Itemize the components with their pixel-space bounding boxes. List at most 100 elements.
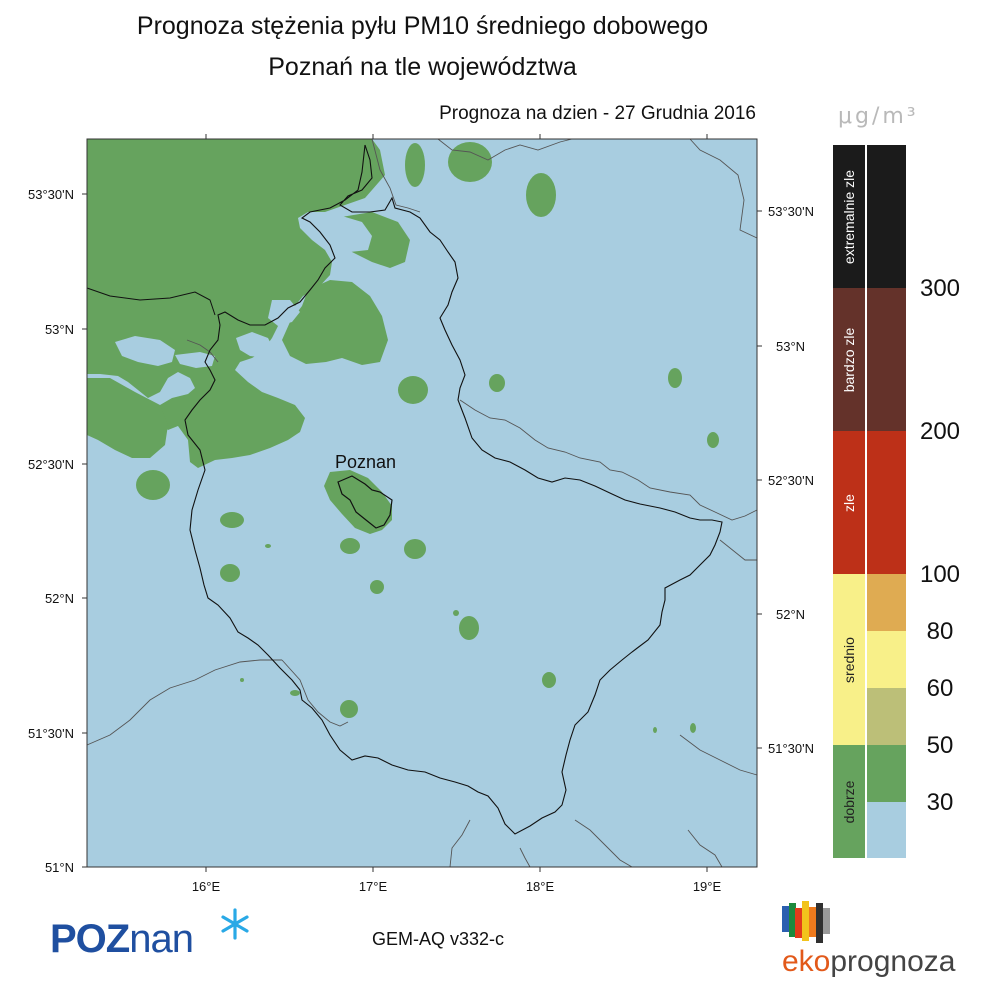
good-area-blob-377-587: [370, 580, 384, 594]
legend-scale-bar: [867, 145, 906, 858]
lon-label-1: 16°E: [192, 879, 221, 894]
good-area-blob-230-573: [220, 564, 240, 582]
legend-level-30: 30: [926, 789, 954, 816]
legend-label-very-bad: bardzo zle: [841, 327, 857, 392]
lat-label-left-1: 53°30'N: [28, 187, 74, 202]
good-area-blob-549-680: [542, 672, 556, 688]
lat-label-right-4: 52°N: [776, 607, 805, 622]
boundary-east-3: [687, 829, 723, 868]
good-area-west-coast: [87, 342, 110, 366]
good-area-blob-497-383: [489, 374, 505, 392]
legend-level-200: 200: [919, 418, 961, 445]
legend-label-good: dobrze: [841, 780, 857, 823]
legend-cat-very-bad: [833, 288, 865, 431]
map-ticks: [82, 134, 762, 872]
model-version: GEM-AQ v332-c: [372, 929, 505, 949]
good-area-blob-268-546: [265, 544, 271, 548]
lon-label-3: 18°E: [526, 879, 555, 894]
legend-scale-80-100: [867, 574, 906, 631]
lat-label-right-3: 52°30'N: [768, 473, 814, 488]
map-frame: [86, 138, 758, 868]
good-area-blob-232-520: [220, 512, 244, 528]
boundary-river-east: [459, 399, 758, 521]
boundary-south-west: [86, 659, 282, 746]
good-area-blob-469-628: [459, 616, 479, 640]
map-title: Prognoza stężenia pyłu PM10 średniego do…: [136, 12, 709, 40]
legend-cat-extreme: [833, 145, 865, 288]
legend-level-300: 300: [919, 275, 961, 302]
poznan-logo: POZnan: [50, 917, 194, 961]
legend-level-100: 100: [919, 561, 961, 588]
legend-level-60: 60: [926, 675, 954, 702]
boundary-east-2: [679, 734, 758, 776]
boundary-south-1: [281, 659, 349, 727]
neighbor-boundaries: [86, 138, 758, 868]
good-area-blob-349-709: [340, 700, 358, 718]
voivodeship-boundary: [184, 144, 723, 835]
good-area-north-blob3: [526, 173, 556, 217]
good-area-blob-242-680: [240, 678, 244, 682]
map-subtitle: Poznań na tle województwa: [268, 53, 577, 81]
legend-scale-100-200: [867, 431, 906, 574]
lon-label-4: 19°E: [693, 879, 722, 894]
good-area-poznan: [324, 470, 392, 534]
legend-level-50: 50: [926, 732, 954, 759]
legend-cat-good: [833, 745, 865, 858]
legend-scale-60-80: [867, 631, 906, 688]
poland-west-border: [86, 287, 216, 316]
lat-label-right-1: 53°30'N: [768, 204, 814, 219]
good-area-blob-675-378: [668, 368, 682, 388]
lat-label-right-2: 53°N: [776, 339, 805, 354]
lat-label-right-5: 51°30'N: [768, 741, 814, 756]
boundary-north-3: [371, 138, 421, 213]
good-area-blob-415-549: [404, 539, 426, 559]
good-area-blob-713-440: [707, 432, 719, 448]
ekoprognoza-logo-icon: [782, 901, 830, 943]
good-area-blob-295-693: [290, 690, 300, 696]
legend-category-bar: [833, 145, 865, 858]
clean-cutout-west2: [175, 352, 215, 368]
good-area-north-center: [282, 280, 388, 365]
city-label-poznan: Poznan: [335, 452, 396, 472]
good-area-blob-153-485: [136, 470, 170, 500]
legend-label-bad: zle: [841, 493, 857, 512]
lon-label-2: 17°E: [359, 879, 388, 894]
good-area-blob-655-730: [653, 727, 657, 733]
good-area-blob-413-389: [398, 376, 428, 404]
lat-label-left-5: 51°30'N: [28, 726, 74, 741]
good-area-blob-456-613: [453, 610, 459, 616]
legend-scale-above-300: [867, 145, 906, 288]
legend-scale-30-50: [867, 745, 906, 802]
ekoprognoza-logo-text: ekoprognoza: [782, 945, 956, 978]
clean-cutout-west3: [236, 332, 274, 358]
lat-label-left-3: 52°30'N: [28, 457, 74, 472]
legend-scale-50-60: [867, 688, 906, 745]
legend-scale-below-30: [867, 802, 906, 858]
boundary-west-1: [186, 339, 219, 363]
clean-cutout-pomerania: [298, 212, 372, 252]
boundary-north-2: [689, 138, 758, 239]
legend-cat-bad: [833, 431, 865, 574]
boundary-south-4: [519, 847, 531, 868]
good-area-west-edge: [87, 378, 168, 458]
good-area-northwest: [87, 139, 385, 468]
lat-label-left-2: 53°N: [45, 322, 74, 337]
legend-level-80: 80: [926, 618, 954, 645]
poznan-logo-star-icon: [221, 908, 249, 940]
legend-label-medium: srednio: [841, 636, 857, 683]
legend-cat-medium: [833, 574, 865, 745]
poznan-city-boundary: [337, 475, 393, 529]
legend-scale-200-300: [867, 288, 906, 431]
good-area-north-blob1: [405, 143, 425, 187]
good-area-blob-350-546: [340, 538, 360, 554]
lat-label-left-6: 51°N: [45, 860, 74, 875]
good-area-north-blob2: [448, 142, 492, 182]
boundary-north-1: [437, 138, 573, 161]
clean-cutout-west1: [115, 336, 175, 366]
good-area-blob-693-728: [690, 723, 696, 733]
boundary-east-1: [719, 539, 757, 561]
legend-unit: μg/m³: [838, 104, 919, 129]
boundary-south-2: [449, 819, 471, 868]
legend-label-extreme: extremalnie zle: [841, 169, 857, 264]
